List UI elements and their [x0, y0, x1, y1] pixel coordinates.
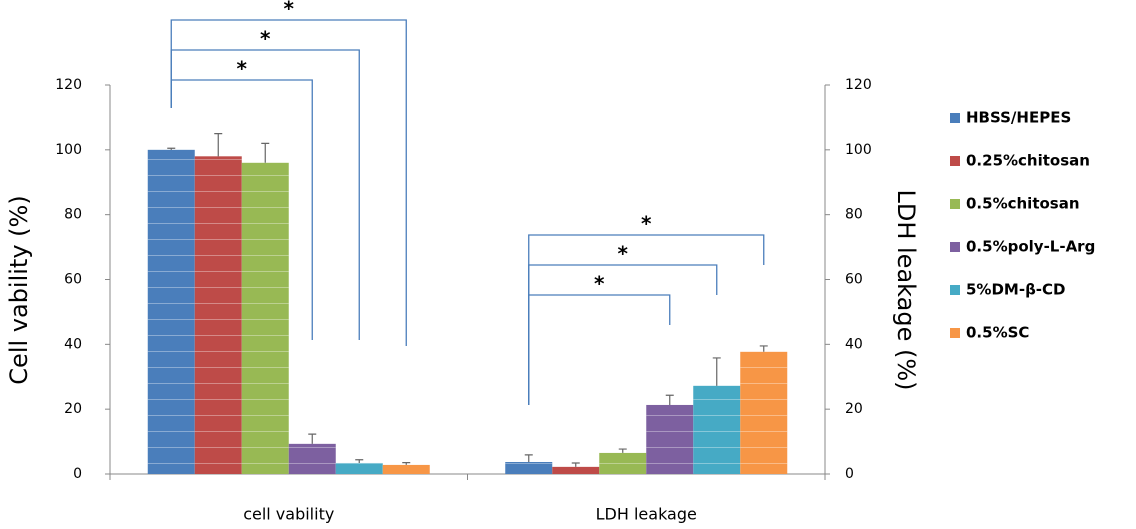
significance-star: * [641, 212, 652, 236]
legend-swatch [950, 285, 960, 295]
significance-bracket [528, 234, 765, 405]
y-tick-label: 60 [64, 272, 82, 288]
error-bar [524, 454, 533, 463]
significance-bracket [528, 294, 671, 405]
significance-star: * [618, 242, 629, 266]
legend-swatch [950, 199, 960, 209]
y-tick-label: 80 [64, 207, 82, 223]
significance-bracket [528, 264, 718, 405]
bar-texture [599, 452, 647, 474]
significance-bracket [170, 19, 407, 346]
bar-texture [552, 466, 600, 474]
significance-star: * [594, 272, 605, 296]
error-bar [712, 357, 721, 386]
y2-tick-label: 60 [845, 272, 863, 288]
error-bar [167, 147, 176, 150]
x-tick-label: cell vability [243, 505, 334, 524]
legend-swatch [950, 242, 960, 252]
legend-label: 5%DM-β-CD [966, 281, 1066, 299]
y2-tick-label: 0 [845, 466, 854, 482]
error-bar [355, 459, 364, 463]
y-tick-label: 40 [64, 336, 82, 352]
significance-star: * [260, 27, 271, 51]
significance-star: * [284, 0, 295, 21]
bar-texture [646, 404, 694, 474]
y-tick-label: 0 [73, 466, 82, 482]
legend-label: 0.5%poly-L-Arg [966, 238, 1095, 256]
y-tick-label: 20 [64, 401, 82, 417]
bar-texture [241, 162, 289, 475]
y2-tick-label: 40 [845, 336, 863, 352]
bar-texture [288, 443, 336, 474]
legend-swatch [950, 328, 960, 338]
error-bar [759, 345, 768, 352]
bar-texture [335, 462, 383, 474]
x-tick-label: LDH leakage [596, 505, 697, 524]
y2-axis-title: LDH leakage (%) [892, 189, 920, 390]
error-bar [665, 394, 674, 405]
y2-tick-label: 20 [845, 401, 863, 417]
bar-texture [505, 462, 553, 474]
bar-texture [147, 149, 195, 475]
legend-label: HBSS/HEPES [966, 109, 1071, 127]
error-bar [618, 448, 627, 453]
bar-texture [382, 464, 430, 474]
significance-star: * [237, 57, 248, 81]
error-bar [214, 133, 223, 157]
error-bar [402, 462, 411, 465]
legend-swatch [950, 113, 960, 123]
y-tick-label: 120 [55, 77, 82, 93]
legend-label: 0.5%chitosan [966, 195, 1080, 213]
bar-texture [693, 385, 741, 474]
y2-tick-label: 100 [845, 142, 872, 158]
bar-texture [740, 351, 788, 474]
legend-label: 0.5%SC [966, 324, 1029, 342]
error-bar [308, 433, 317, 444]
y-tick-label: 100 [55, 142, 82, 158]
y2-tick-label: 80 [845, 207, 863, 223]
y2-tick-label: 120 [845, 77, 872, 93]
error-bar [261, 142, 270, 163]
error-bar [571, 462, 580, 467]
y-axis-title: Cell vability (%) [5, 195, 33, 384]
bar-texture [194, 156, 242, 475]
legend-swatch [950, 156, 960, 166]
legend-label: 0.25%chitosan [966, 152, 1090, 170]
